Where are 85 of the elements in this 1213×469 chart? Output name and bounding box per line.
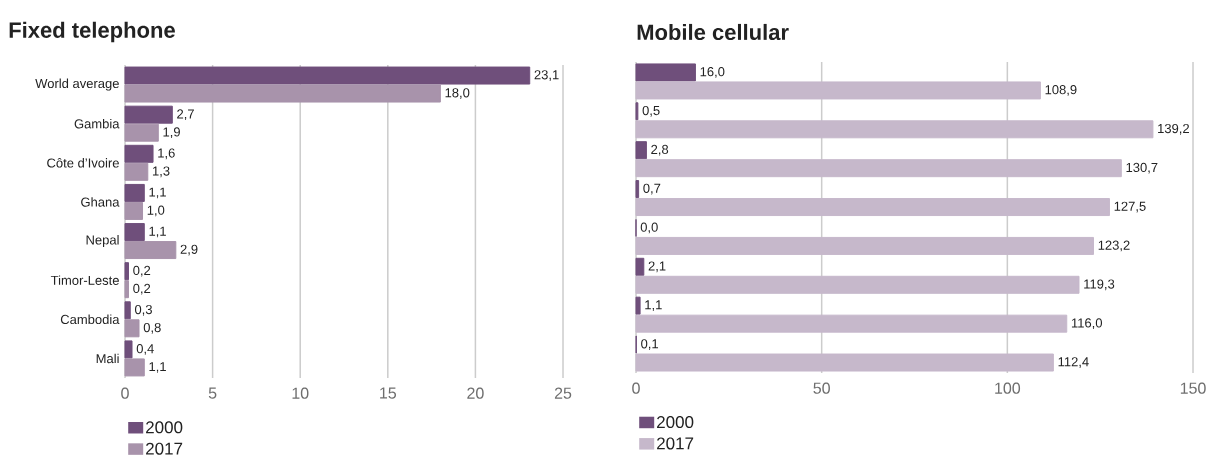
data-label: 2,9 bbox=[180, 244, 198, 256]
bar bbox=[124, 66, 531, 85]
bar bbox=[124, 162, 149, 181]
data-label: 123,2 bbox=[1098, 240, 1130, 252]
data-label: 0,0 bbox=[640, 222, 658, 234]
data-label: 112,4 bbox=[1058, 357, 1089, 368]
bar bbox=[124, 223, 145, 242]
data-label: 116,0 bbox=[1071, 318, 1103, 330]
data-label: 18,0 bbox=[445, 88, 470, 99]
x-tick-label: 10 bbox=[292, 387, 309, 399]
data-label: 1,1 bbox=[645, 300, 662, 311]
data-label: 139,2 bbox=[1158, 123, 1189, 135]
bar bbox=[635, 63, 696, 82]
y-tick-label: Côte d’Ivoire bbox=[47, 158, 119, 168]
data-label: 1,1 bbox=[149, 187, 166, 199]
bar bbox=[635, 296, 641, 315]
data-label: 0,1 bbox=[641, 339, 659, 350]
y-tick-label: Nepal bbox=[86, 234, 119, 248]
bar bbox=[635, 120, 1154, 139]
x-tick-label: 0 bbox=[121, 387, 129, 399]
bar bbox=[124, 241, 177, 260]
bar bbox=[124, 105, 173, 124]
data-label: 108,9 bbox=[1045, 85, 1077, 96]
bar bbox=[635, 257, 645, 276]
x-tick-label: 0 bbox=[632, 382, 640, 394]
data-label: 16,0 bbox=[700, 67, 725, 78]
bar bbox=[635, 275, 1080, 294]
data-label: 0,4 bbox=[136, 344, 154, 355]
bar bbox=[124, 183, 145, 202]
bar bbox=[124, 144, 154, 163]
bar bbox=[124, 123, 159, 142]
data-label: 130,7 bbox=[1126, 162, 1158, 174]
data-label: 1,3 bbox=[152, 166, 170, 178]
x-tick-label: 100 bbox=[995, 382, 1021, 394]
legend-label: 2000 bbox=[146, 421, 183, 434]
bar bbox=[635, 353, 1054, 372]
data-label: 1,9 bbox=[163, 127, 180, 139]
data-label: 0,2 bbox=[133, 265, 151, 277]
data-label: 0,2 bbox=[133, 283, 151, 295]
bar bbox=[124, 319, 140, 338]
bar bbox=[124, 340, 133, 359]
bar bbox=[124, 301, 131, 320]
data-label: 1,6 bbox=[158, 148, 175, 160]
data-label: 2,1 bbox=[648, 261, 666, 273]
bar bbox=[635, 81, 1041, 100]
legend-label: 2017 bbox=[657, 437, 694, 450]
data-label: 2,7 bbox=[177, 109, 194, 121]
data-label: 1,1 bbox=[149, 362, 166, 373]
x-tick-label: 15 bbox=[380, 387, 397, 399]
x-tick-label: 20 bbox=[467, 387, 484, 399]
chart-title: Mobile cellular bbox=[637, 23, 789, 41]
bar bbox=[635, 141, 647, 160]
bar bbox=[635, 236, 1094, 255]
chart-title: Fixed telephone bbox=[9, 21, 175, 43]
bar bbox=[124, 280, 130, 299]
data-label: 119,3 bbox=[1084, 279, 1115, 291]
y-tick-label: Cambodia bbox=[60, 314, 120, 325]
bar bbox=[635, 180, 640, 199]
legend-label: 2000 bbox=[657, 416, 694, 429]
data-label: 1,1 bbox=[149, 226, 166, 238]
y-tick-label: World average bbox=[35, 78, 119, 91]
bar bbox=[124, 84, 441, 103]
data-label: 1,0 bbox=[147, 205, 165, 217]
legend-label: 2017 bbox=[146, 442, 183, 455]
x-tick-label: 150 bbox=[1180, 382, 1206, 394]
y-tick-label: Timor-Leste bbox=[50, 275, 119, 285]
bar bbox=[124, 201, 144, 220]
data-label: 0,8 bbox=[143, 322, 161, 334]
data-label: 2,8 bbox=[651, 144, 669, 156]
data-label: 0,7 bbox=[643, 183, 661, 195]
x-tick-label: 25 bbox=[554, 387, 572, 399]
data-label: 0,3 bbox=[134, 304, 152, 316]
bar bbox=[635, 314, 1068, 333]
bar bbox=[124, 262, 130, 281]
y-tick-label: Ghana bbox=[81, 197, 120, 207]
data-label: 0,5 bbox=[642, 105, 660, 117]
data-label: 127,5 bbox=[1114, 201, 1146, 213]
bar bbox=[635, 198, 1110, 217]
x-tick-label: 50 bbox=[813, 382, 830, 394]
data-label: 23,1 bbox=[534, 70, 559, 81]
x-tick-label: 5 bbox=[208, 387, 217, 399]
bar bbox=[124, 358, 145, 377]
y-tick-label: Gambia bbox=[74, 118, 120, 129]
y-tick-label: Mali bbox=[96, 353, 119, 364]
bar bbox=[635, 159, 1122, 178]
